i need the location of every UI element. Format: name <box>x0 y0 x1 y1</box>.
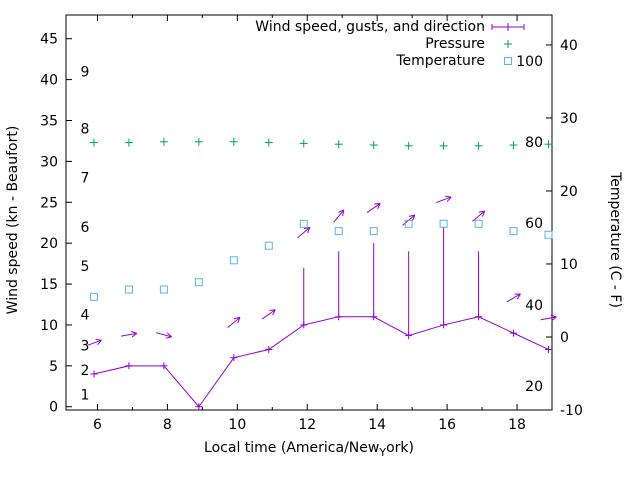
left-tick-label: 5 <box>49 359 58 375</box>
temperature-point <box>545 231 552 238</box>
x-tick-label: 12 <box>298 417 316 433</box>
x-tick-label: 18 <box>508 417 526 433</box>
temperature-point <box>265 242 272 249</box>
x-tick-label: 14 <box>368 417 386 433</box>
temperature-point <box>160 286 167 293</box>
left-tick-label: 40 <box>40 73 58 89</box>
beaufort-scale-label: 7 <box>81 171 90 187</box>
data-series <box>86 138 556 410</box>
x-axis-title-main: Local time (America/New <box>204 440 379 456</box>
wind-speed-line <box>94 317 549 407</box>
legend: Wind speed, gusts, and direction Pressur… <box>255 19 485 69</box>
temperature-point <box>510 228 517 235</box>
x-axis-title: Local time (America/NewYork) <box>204 440 414 459</box>
fahrenheit-scale-label: 80 <box>525 135 543 151</box>
fahrenheit-scale-label: 20 <box>525 379 543 395</box>
temperature-point <box>440 220 447 227</box>
temperature-point <box>195 279 202 286</box>
beaufort-scale-label: 8 <box>81 122 90 138</box>
wind-direction-arrowhead <box>166 337 172 338</box>
left-tick-label: 45 <box>40 32 58 48</box>
legend-label-temperature: Temperature <box>395 53 485 69</box>
legend-temperature-marker <box>505 58 512 65</box>
left-tick-label: 15 <box>40 277 58 293</box>
temperature-point <box>370 228 377 235</box>
right-tick-label: 30 <box>560 111 578 127</box>
beaufort-scale-label: 5 <box>81 259 90 275</box>
beaufort-scale-label: 2 <box>81 363 90 379</box>
temperature-point <box>90 293 97 300</box>
left-tick-label: 30 <box>40 154 58 170</box>
right-tick-label: 0 <box>560 330 569 346</box>
right-tick-label: 40 <box>560 38 578 54</box>
left-axis-title: Wind speed (kn - Beaufort) <box>5 126 21 315</box>
x-axis-title-rest: ork) <box>386 440 414 456</box>
beaufort-scale-label: 6 <box>81 220 90 236</box>
fahrenheit-scale-label: 100 <box>516 54 543 70</box>
x-tick-label: 8 <box>163 417 172 433</box>
wind-direction-arrowhead <box>131 332 137 334</box>
left-tick-label: 10 <box>40 318 58 334</box>
wind-direction-arrowhead <box>445 196 451 197</box>
fahrenheit-scale-label: 60 <box>525 216 543 232</box>
right-axis-title: Temperature (C - F) <box>607 171 623 308</box>
temperature-point <box>405 220 412 227</box>
beaufort-scale-label: 1 <box>81 387 90 403</box>
left-tick-label: 25 <box>40 195 58 211</box>
legend-label-pressure: Pressure <box>425 36 485 52</box>
left-tick-label: 35 <box>40 113 58 129</box>
temperature-point <box>125 286 132 293</box>
right-tick-label: 20 <box>560 184 578 200</box>
wind-direction-arrowhead <box>96 339 102 340</box>
right-tick-label: 10 <box>560 257 578 273</box>
left-tick-label: 0 <box>49 400 58 416</box>
beaufort-scale-label: 9 <box>81 64 90 80</box>
temperature-point <box>230 257 237 264</box>
temperature-point <box>335 228 342 235</box>
beaufort-scale-label: 3 <box>81 338 90 354</box>
right-tick-label: -10 <box>560 403 583 419</box>
temperature-point <box>300 220 307 227</box>
x-tick-label: 16 <box>438 417 456 433</box>
left-tick-label: 20 <box>40 236 58 252</box>
x-tick-label: 6 <box>93 417 102 433</box>
beaufort-scale-label: 4 <box>81 307 90 323</box>
fahrenheit-scale-label: 40 <box>525 298 543 314</box>
x-tick-label: 10 <box>228 417 246 433</box>
legend-label-wind: Wind speed, gusts, and direction <box>255 19 485 35</box>
temperature-point <box>475 220 482 227</box>
